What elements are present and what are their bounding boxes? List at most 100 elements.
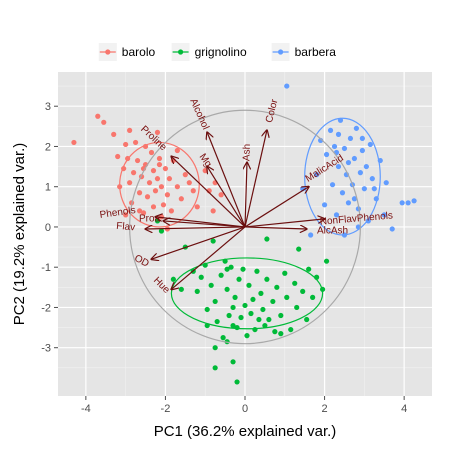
point-barbera <box>381 212 387 218</box>
point-barolo <box>123 212 129 218</box>
x-axis-title: PC1 (36.2% explained var.) <box>154 423 337 440</box>
loading-arrow-AlcAsh <box>244 227 307 229</box>
point-grignolino <box>218 272 224 278</box>
point-grignolino <box>236 276 242 282</box>
point-grignolino <box>230 359 236 365</box>
point-grignolino <box>310 294 316 300</box>
point-grignolino <box>210 238 216 244</box>
point-grignolino <box>314 274 320 280</box>
point-grignolino <box>240 266 246 272</box>
y-tick-label: 2 <box>45 141 51 153</box>
point-barolo <box>123 141 129 148</box>
point-grignolino <box>212 365 218 371</box>
legend-item-barbera: barbera <box>271 43 337 61</box>
point-barolo <box>210 208 216 214</box>
point-barolo <box>150 204 157 210</box>
point-grignolino <box>212 345 218 351</box>
point-barolo <box>154 129 161 135</box>
point-grignolino <box>278 312 284 319</box>
point-grignolino <box>288 326 294 333</box>
point-barbera <box>355 224 361 230</box>
point-barbera <box>371 186 377 192</box>
point-grignolino <box>226 312 232 319</box>
loading-arrow-NonFlavPhenols <box>244 219 325 228</box>
point-grignolino <box>242 302 248 309</box>
point-barbera <box>335 131 342 137</box>
x-tick-label: 0 <box>242 403 248 415</box>
point-grignolino <box>274 284 280 290</box>
point-grignolino <box>306 266 312 272</box>
point-grignolino <box>294 304 300 311</box>
point-barolo <box>156 161 163 168</box>
axis-ticks: -4 -2 0 2 4 -3 -2 -1 0 1 2 3 <box>41 101 407 415</box>
point-barolo <box>132 139 139 146</box>
legend: barolo grignolino barbera <box>98 43 337 61</box>
point-grignolino <box>230 304 236 311</box>
y-tick-label: -2 <box>41 302 51 314</box>
point-barolo <box>127 180 133 186</box>
y-tick-label: -1 <box>41 262 51 274</box>
point-grignolino <box>300 288 306 294</box>
point-grignolino <box>202 262 208 268</box>
point-barolo <box>182 172 188 178</box>
point-barolo <box>194 204 200 210</box>
point-grignolino <box>250 296 256 303</box>
point-grignolino <box>178 286 184 292</box>
loading-label-AlcAsh: AlcAsh <box>317 226 348 237</box>
point-grignolino <box>278 331 284 337</box>
point-grignolino <box>198 274 204 280</box>
x-tick-label: -4 <box>81 403 91 415</box>
point-grignolino <box>234 324 240 331</box>
grid-lines <box>58 72 432 396</box>
point-barolo <box>164 192 171 198</box>
point-barbera <box>347 135 354 142</box>
loading-arrow-Hue <box>171 226 246 289</box>
point-barolo <box>101 119 107 125</box>
point-grignolino <box>224 266 230 272</box>
point-grignolino <box>304 316 310 323</box>
point-barbera <box>367 141 373 148</box>
legend-item-grignolino: grignolino <box>171 43 247 61</box>
point-barolo <box>71 139 77 146</box>
point-grignolino <box>272 329 278 335</box>
point-barolo <box>95 113 101 119</box>
loading-label-Proa: Proa <box>139 214 161 225</box>
point-barolo <box>150 168 157 174</box>
point-barbera <box>389 226 395 232</box>
point-barbera <box>365 218 371 224</box>
point-grignolino <box>258 290 264 296</box>
y-tick-label: 0 <box>45 222 51 234</box>
point-grignolino <box>262 322 268 329</box>
point-barolo <box>127 127 133 133</box>
point-barbera <box>314 172 320 178</box>
data-points <box>71 83 417 385</box>
legend-point-barbera <box>278 49 284 55</box>
point-grignolino <box>222 258 228 264</box>
point-barbera <box>351 155 358 162</box>
point-barbera <box>377 157 383 164</box>
point-barolo <box>146 180 153 186</box>
loading-arrow-Mg <box>207 167 246 228</box>
point-grignolino <box>246 282 252 288</box>
point-barbera <box>369 176 375 182</box>
ellipse-grignolino <box>170 257 324 330</box>
point-barolo <box>174 147 180 154</box>
loading-arrow-Ash <box>245 163 247 227</box>
point-barbera <box>331 143 338 150</box>
point-barolo <box>115 153 121 160</box>
point-barbera <box>345 200 352 206</box>
point-grignolino <box>282 270 288 276</box>
point-barolo <box>136 208 143 214</box>
point-grignolino <box>264 276 270 282</box>
point-barolo <box>178 196 184 202</box>
point-barbera <box>329 182 336 188</box>
point-barbera <box>284 83 290 89</box>
point-barolo <box>166 176 173 182</box>
point-grignolino <box>248 310 254 317</box>
legend-label-barolo: barolo <box>122 45 156 59</box>
point-grignolino <box>266 316 272 323</box>
legend-label-barbera: barbera <box>295 45 337 59</box>
point-grignolino <box>252 326 258 333</box>
point-barolo <box>154 176 161 182</box>
